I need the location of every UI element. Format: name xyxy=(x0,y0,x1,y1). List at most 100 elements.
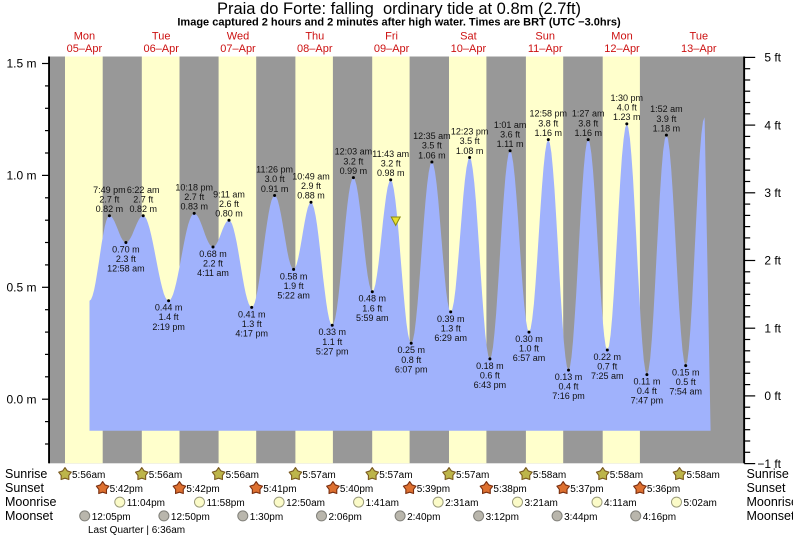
svg-text:9:11 am: 9:11 am xyxy=(213,189,245,199)
svg-text:6:22 am: 6:22 am xyxy=(127,185,160,195)
svg-text:12:58 pm: 12:58 pm xyxy=(530,109,568,119)
svg-text:05–Apr: 05–Apr xyxy=(67,43,103,55)
svg-text:3.5 ft: 3.5 ft xyxy=(422,141,443,151)
svg-text:13–Apr: 13–Apr xyxy=(681,43,717,55)
svg-text:5:57am: 5:57am xyxy=(456,470,489,481)
svg-text:0.80 m: 0.80 m xyxy=(215,209,243,219)
svg-text:5:41pm: 5:41pm xyxy=(263,484,296,495)
svg-text:3.8 ft: 3.8 ft xyxy=(578,118,599,128)
svg-text:Tue: Tue xyxy=(690,30,709,42)
svg-text:2:06pm: 2:06pm xyxy=(329,512,362,523)
svg-text:4.0 ft: 4.0 ft xyxy=(617,103,638,113)
svg-text:0.39 m: 0.39 m xyxy=(437,314,465,324)
svg-text:11–Apr: 11–Apr xyxy=(528,43,563,55)
svg-text:Praia do Forte: falling ordin: Praia do Forte: falling ordinary tide at… xyxy=(217,0,581,18)
svg-text:1.06 m: 1.06 m xyxy=(418,150,446,160)
svg-text:0.48 m: 0.48 m xyxy=(359,294,387,304)
svg-text:7:47 pm: 7:47 pm xyxy=(631,396,664,406)
svg-text:Moonset: Moonset xyxy=(747,509,793,523)
svg-text:07–Apr: 07–Apr xyxy=(220,43,256,55)
svg-text:1.0 m: 1.0 m xyxy=(6,169,36,183)
svg-text:1.3 ft: 1.3 ft xyxy=(441,323,462,333)
svg-text:5:58am: 5:58am xyxy=(687,470,720,481)
svg-text:12:58 am: 12:58 am xyxy=(107,264,145,274)
svg-text:0.8 ft: 0.8 ft xyxy=(401,355,422,365)
svg-text:0.7 ft: 0.7 ft xyxy=(597,362,618,372)
svg-text:10–Apr: 10–Apr xyxy=(451,43,487,55)
svg-text:5:42pm: 5:42pm xyxy=(186,484,219,495)
svg-text:3.8 ft: 3.8 ft xyxy=(538,118,559,128)
svg-text:1:30 pm: 1:30 pm xyxy=(611,93,644,103)
svg-text:Sunset: Sunset xyxy=(747,481,786,495)
svg-text:2:19 pm: 2:19 pm xyxy=(152,322,185,332)
svg-text:0.0 m: 0.0 m xyxy=(6,392,36,406)
svg-text:Tue: Tue xyxy=(152,30,171,42)
svg-text:3.6 ft: 3.6 ft xyxy=(500,130,521,140)
svg-text:3.9 ft: 3.9 ft xyxy=(656,114,677,124)
svg-text:3:12pm: 3:12pm xyxy=(486,512,519,523)
svg-text:0.15 m: 0.15 m xyxy=(672,368,700,378)
svg-text:5:56am: 5:56am xyxy=(149,470,182,481)
svg-text:0.83 m: 0.83 m xyxy=(180,202,208,212)
svg-text:Last Quarter | 6:36am: Last Quarter | 6:36am xyxy=(88,525,185,536)
svg-text:3 ft: 3 ft xyxy=(764,186,781,200)
svg-text:1.1 ft: 1.1 ft xyxy=(322,337,343,347)
svg-text:0.6 ft: 0.6 ft xyxy=(480,370,501,380)
svg-text:10:18 pm: 10:18 pm xyxy=(175,183,213,193)
svg-text:0.4 ft: 0.4 ft xyxy=(558,382,579,392)
svg-text:Fri: Fri xyxy=(385,30,398,42)
svg-text:0.5 m: 0.5 m xyxy=(6,281,36,295)
svg-text:Image captured 2 hours and 2 m: Image captured 2 hours and 2 minutes aft… xyxy=(177,17,621,29)
svg-text:5:57am: 5:57am xyxy=(379,470,412,481)
svg-text:1 ft: 1 ft xyxy=(764,321,781,335)
svg-text:0.5 ft: 0.5 ft xyxy=(676,377,697,387)
svg-text:2.7 ft: 2.7 ft xyxy=(133,194,154,204)
svg-text:0.4 ft: 0.4 ft xyxy=(637,386,658,396)
svg-text:5 ft: 5 ft xyxy=(764,51,781,65)
svg-text:3.5 ft: 3.5 ft xyxy=(460,136,481,146)
svg-text:2.6 ft: 2.6 ft xyxy=(219,199,240,209)
svg-text:4:17 pm: 4:17 pm xyxy=(235,329,268,339)
svg-text:3.2 ft: 3.2 ft xyxy=(343,156,364,166)
svg-text:1:41am: 1:41am xyxy=(366,498,399,509)
svg-text:5:58am: 5:58am xyxy=(533,470,566,481)
svg-text:6:57 am: 6:57 am xyxy=(513,353,546,363)
svg-text:11:58pm: 11:58pm xyxy=(207,498,245,509)
svg-text:0.11 m: 0.11 m xyxy=(633,377,660,387)
svg-text:09–Apr: 09–Apr xyxy=(374,43,410,55)
svg-text:06–Apr: 06–Apr xyxy=(143,43,179,55)
svg-text:7:25 am: 7:25 am xyxy=(591,371,624,381)
svg-text:3.0 ft: 3.0 ft xyxy=(265,174,286,184)
svg-text:4 ft: 4 ft xyxy=(764,118,781,132)
svg-text:1.6 ft: 1.6 ft xyxy=(362,303,383,313)
svg-text:1:01 am: 1:01 am xyxy=(494,120,527,130)
svg-text:11:26 pm: 11:26 pm xyxy=(256,165,293,175)
svg-text:3:44pm: 3:44pm xyxy=(564,512,597,523)
svg-text:0.98 m: 0.98 m xyxy=(377,168,405,178)
svg-text:1.16 m: 1.16 m xyxy=(535,128,563,138)
svg-text:12:50pm: 12:50pm xyxy=(171,512,210,523)
svg-text:4:11 am: 4:11 am xyxy=(197,268,229,278)
svg-text:Wed: Wed xyxy=(227,30,249,42)
svg-text:0.41 m: 0.41 m xyxy=(238,309,266,319)
svg-text:08–Apr: 08–Apr xyxy=(297,43,333,55)
svg-text:5:59 am: 5:59 am xyxy=(356,313,389,323)
svg-text:2.7 ft: 2.7 ft xyxy=(184,192,205,202)
svg-text:7:16 pm: 7:16 pm xyxy=(552,391,585,401)
svg-text:0.70 m: 0.70 m xyxy=(112,244,140,254)
svg-text:3.2 ft: 3.2 ft xyxy=(381,159,402,169)
svg-text:0.18 m: 0.18 m xyxy=(476,361,504,371)
svg-text:12:23 pm: 12:23 pm xyxy=(451,127,489,137)
svg-text:0.99 m: 0.99 m xyxy=(340,166,368,176)
svg-text:4:11am: 4:11am xyxy=(604,498,637,509)
svg-text:2:40pm: 2:40pm xyxy=(407,512,440,523)
svg-text:1:52 am: 1:52 am xyxy=(650,104,683,114)
svg-text:12:50am: 12:50am xyxy=(286,498,325,509)
svg-text:5:57am: 5:57am xyxy=(302,470,335,481)
svg-text:Sun: Sun xyxy=(535,30,555,42)
svg-text:5:56am: 5:56am xyxy=(226,470,259,481)
svg-text:10:49 am: 10:49 am xyxy=(292,171,330,181)
svg-text:1.23 m: 1.23 m xyxy=(613,112,641,122)
svg-text:2.7 ft: 2.7 ft xyxy=(99,194,120,204)
svg-text:2.9 ft: 2.9 ft xyxy=(301,181,322,191)
